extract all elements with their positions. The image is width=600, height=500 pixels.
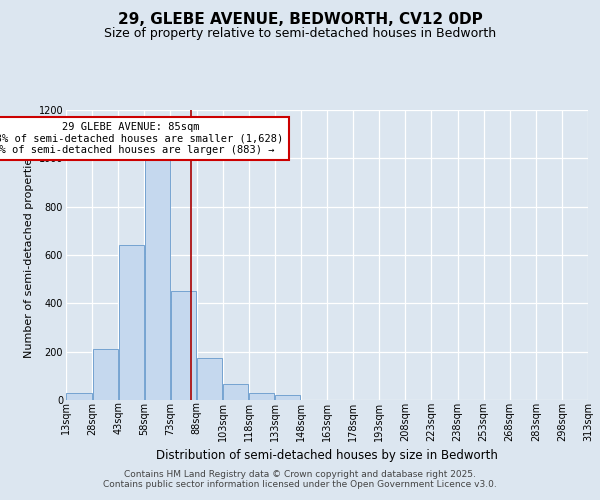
Bar xyxy=(92,349,118,400)
Text: Size of property relative to semi-detached houses in Bedworth: Size of property relative to semi-detach… xyxy=(104,28,496,40)
Text: Contains HM Land Registry data © Crown copyright and database right 2025.
Contai: Contains HM Land Registry data © Crown c… xyxy=(103,470,497,489)
Text: 29 GLEBE AVENUE: 85sqm
← 63% of semi-detached houses are smaller (1,628)
34% of : 29 GLEBE AVENUE: 85sqm ← 63% of semi-det… xyxy=(0,122,284,156)
Bar xyxy=(249,393,274,400)
Y-axis label: Number of semi-detached properties: Number of semi-detached properties xyxy=(25,152,34,358)
Bar xyxy=(223,384,248,400)
Bar xyxy=(197,358,222,400)
Text: 29, GLEBE AVENUE, BEDWORTH, CV12 0DP: 29, GLEBE AVENUE, BEDWORTH, CV12 0DP xyxy=(118,12,482,28)
Bar xyxy=(171,291,196,400)
Bar xyxy=(145,154,170,400)
Bar xyxy=(119,246,144,400)
X-axis label: Distribution of semi-detached houses by size in Bedworth: Distribution of semi-detached houses by … xyxy=(156,449,498,462)
Bar xyxy=(67,393,92,400)
Bar xyxy=(275,395,301,400)
